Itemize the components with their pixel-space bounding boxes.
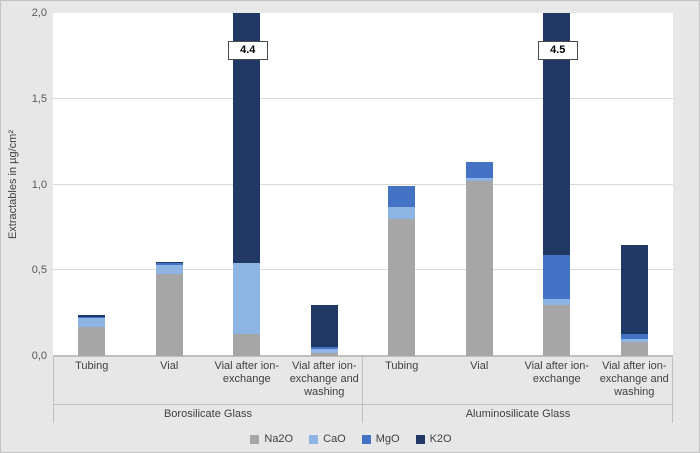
bar-segment-mgo [465, 162, 493, 178]
category-label: Tubing [75, 360, 109, 372]
bar-segment-mgo [543, 254, 571, 300]
bar-segment-cao [465, 177, 493, 182]
bar-total-label: 4.5 [537, 41, 578, 60]
stacked-bar [233, 13, 261, 356]
bar-segment-k2o [620, 244, 648, 334]
category-label: Vial after ion-exchange and washing [599, 360, 669, 398]
bar-segment-na2o [155, 273, 183, 356]
y-tick-label: 1,5 [31, 92, 47, 105]
bar-segment-cao [543, 299, 571, 305]
legend-label: K2O [429, 433, 452, 445]
legend-label: Na2O [264, 433, 294, 445]
stacked-bar [155, 13, 183, 356]
bar-segment-cao [155, 265, 183, 274]
category-label: Vial [160, 360, 179, 372]
bar-segment-cao [310, 349, 338, 353]
y-tick-label: 0,0 [31, 350, 47, 362]
stacked-bar [543, 13, 571, 356]
legend-swatch [250, 434, 260, 444]
category-label: Vial [470, 360, 489, 372]
bar-segment-na2o [620, 342, 648, 356]
category-label: Vial after ion-exchange [214, 360, 280, 385]
group-label: Borosilicate Glass [163, 408, 253, 420]
legend-item: K2O [415, 433, 452, 445]
bar-segment-mgo [155, 263, 183, 266]
baseline-gridline [53, 355, 673, 356]
bar-segment-k2o [155, 261, 183, 264]
bar-segment-na2o [310, 352, 338, 356]
stacked-bar [620, 13, 648, 356]
bar-segment-cao [388, 206, 416, 219]
gridline [53, 183, 673, 185]
bar-segment-k2o [78, 314, 106, 317]
bar-segment-na2o [543, 304, 571, 356]
legend: Na2O CaO MgO K2O [1, 431, 699, 447]
bar-segment-na2o [388, 218, 416, 356]
gridline [53, 97, 673, 99]
legend-label: CaO [323, 433, 346, 445]
stacked-bar [465, 13, 493, 356]
category-label: Vial after ion-exchange [524, 360, 590, 385]
y-tick-label: 1,0 [31, 178, 47, 191]
bar-segment-k2o [310, 304, 338, 348]
bar-segment-mgo [620, 333, 648, 339]
x-axis-line [53, 356, 673, 357]
bar-total-label: 4.4 [227, 41, 268, 60]
stacked-bar [388, 13, 416, 356]
group-separator-left [53, 356, 54, 423]
category-label: Tubing [385, 360, 419, 372]
legend-item: MgO [361, 433, 400, 445]
bar-segment-cao [78, 318, 106, 327]
y-tick-label: 2,0 [31, 7, 47, 19]
legend-swatch [361, 434, 371, 444]
legend-item: Na2O [250, 433, 293, 445]
plot-area: 4.4 4.5 [53, 13, 673, 356]
legend-swatch [415, 434, 425, 444]
group-axis: Borosilicate Glass Aluminosilicate Glass [53, 407, 673, 422]
bar-segment-cao [233, 263, 261, 334]
legend-label: MgO [375, 433, 400, 445]
bar-segment-mgo [310, 347, 338, 350]
legend-item: CaO [309, 433, 346, 445]
category-label: Vial after ion-exchange and washing [289, 360, 359, 398]
y-tick-label: 0,5 [31, 264, 47, 277]
y-axis-ticks: 0,0 0,5 1,0 1,5 2,0 [1, 7, 47, 362]
bar-segment-mgo [78, 316, 106, 319]
bar-segment-na2o [465, 181, 493, 356]
stacked-bar [310, 13, 338, 356]
stacked-bar [78, 13, 106, 356]
gridline [53, 269, 673, 271]
bar-segment-na2o [78, 326, 106, 356]
bar-segment-mgo [388, 186, 416, 207]
group-separator-right [672, 356, 673, 423]
bar-segment-na2o [233, 333, 261, 356]
axis-tier-separator [53, 404, 673, 405]
category-axis: Tubing Vial Vial after ion-exchange Vial af… [53, 360, 673, 404]
group-label: Aluminosilicate Glass [465, 408, 571, 420]
group-separator-middle [362, 356, 363, 423]
legend-swatch [309, 434, 319, 444]
bar-segment-cao [620, 338, 648, 343]
